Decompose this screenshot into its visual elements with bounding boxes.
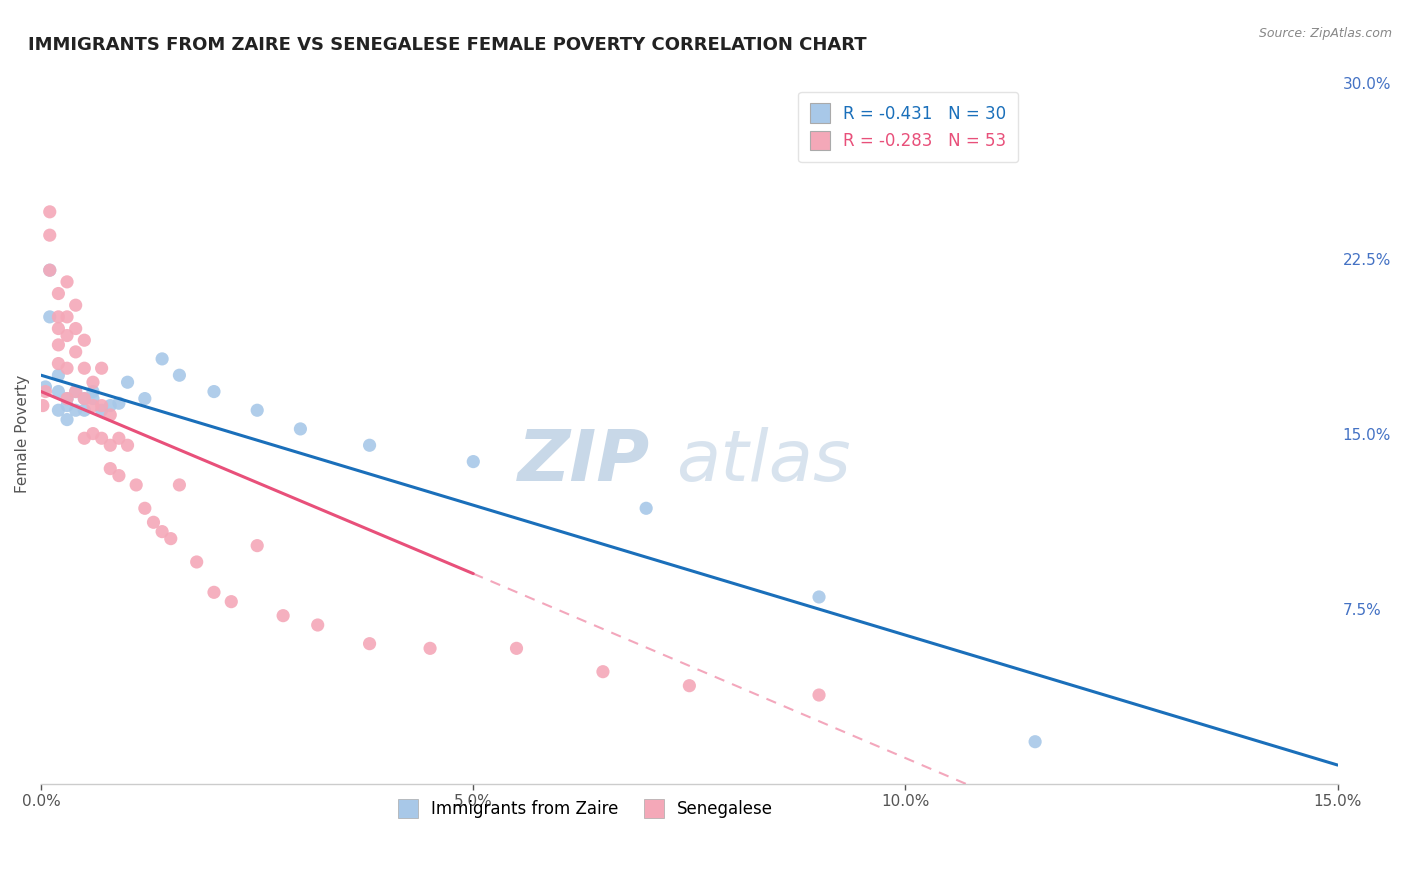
Point — [169, 478, 191, 492]
Point — [56, 310, 79, 324]
Point — [73, 361, 96, 376]
Point — [359, 438, 381, 452]
Point — [117, 438, 139, 452]
Point — [592, 665, 614, 679]
Point — [82, 399, 104, 413]
Point — [98, 461, 121, 475]
Text: Source: ZipAtlas.com: Source: ZipAtlas.com — [1258, 27, 1392, 40]
Text: atlas: atlas — [676, 427, 851, 496]
Text: ZIP: ZIP — [519, 427, 651, 496]
Point — [48, 338, 70, 352]
Point — [678, 679, 700, 693]
Point — [246, 539, 269, 553]
Point — [65, 344, 87, 359]
Point — [271, 608, 294, 623]
Point — [359, 637, 381, 651]
Point — [38, 228, 60, 243]
Point — [73, 333, 96, 347]
Point — [82, 376, 104, 390]
Point — [38, 204, 60, 219]
Point — [48, 384, 70, 399]
Point — [246, 403, 269, 417]
Point — [636, 501, 658, 516]
Point — [90, 403, 112, 417]
Legend: Immigrants from Zaire, Senegalese: Immigrants from Zaire, Senegalese — [391, 792, 780, 824]
Point — [108, 431, 131, 445]
Point — [73, 392, 96, 406]
Point — [808, 590, 831, 604]
Point — [65, 321, 87, 335]
Text: IMMIGRANTS FROM ZAIRE VS SENEGALESE FEMALE POVERTY CORRELATION CHART: IMMIGRANTS FROM ZAIRE VS SENEGALESE FEMA… — [28, 36, 866, 54]
Point — [307, 618, 329, 632]
Point — [34, 384, 56, 399]
Point — [150, 351, 173, 366]
Point — [56, 275, 79, 289]
Point — [31, 399, 53, 413]
Point — [56, 392, 79, 406]
Point — [38, 310, 60, 324]
Point — [56, 361, 79, 376]
Point — [73, 392, 96, 406]
Point — [48, 321, 70, 335]
Point — [82, 426, 104, 441]
Point — [38, 263, 60, 277]
Point — [34, 380, 56, 394]
Point — [98, 408, 121, 422]
Point — [48, 368, 70, 383]
Point — [159, 532, 181, 546]
Point — [73, 403, 96, 417]
Point — [48, 357, 70, 371]
Point — [73, 431, 96, 445]
Point — [117, 376, 139, 390]
Point — [65, 384, 87, 399]
Point — [186, 555, 208, 569]
Point — [290, 422, 312, 436]
Point — [90, 431, 112, 445]
Point — [108, 396, 131, 410]
Point — [98, 399, 121, 413]
Point — [108, 468, 131, 483]
Point — [56, 412, 79, 426]
Point — [505, 641, 527, 656]
Point — [169, 368, 191, 383]
Point — [202, 585, 225, 599]
Y-axis label: Female Poverty: Female Poverty — [15, 375, 30, 492]
Point — [98, 438, 121, 452]
Point — [65, 384, 87, 399]
Point — [48, 403, 70, 417]
Point — [65, 403, 87, 417]
Point — [56, 399, 79, 413]
Point — [82, 392, 104, 406]
Point — [90, 361, 112, 376]
Point — [56, 328, 79, 343]
Point — [808, 688, 831, 702]
Point — [48, 310, 70, 324]
Point — [134, 392, 156, 406]
Point — [56, 392, 79, 406]
Point — [82, 384, 104, 399]
Point — [38, 263, 60, 277]
Point — [463, 454, 485, 468]
Point — [1024, 735, 1046, 749]
Point — [419, 641, 441, 656]
Point — [134, 501, 156, 516]
Point — [202, 384, 225, 399]
Point — [65, 298, 87, 312]
Point — [48, 286, 70, 301]
Point — [150, 524, 173, 539]
Point — [142, 516, 165, 530]
Point — [125, 478, 148, 492]
Point — [219, 595, 242, 609]
Point — [90, 399, 112, 413]
